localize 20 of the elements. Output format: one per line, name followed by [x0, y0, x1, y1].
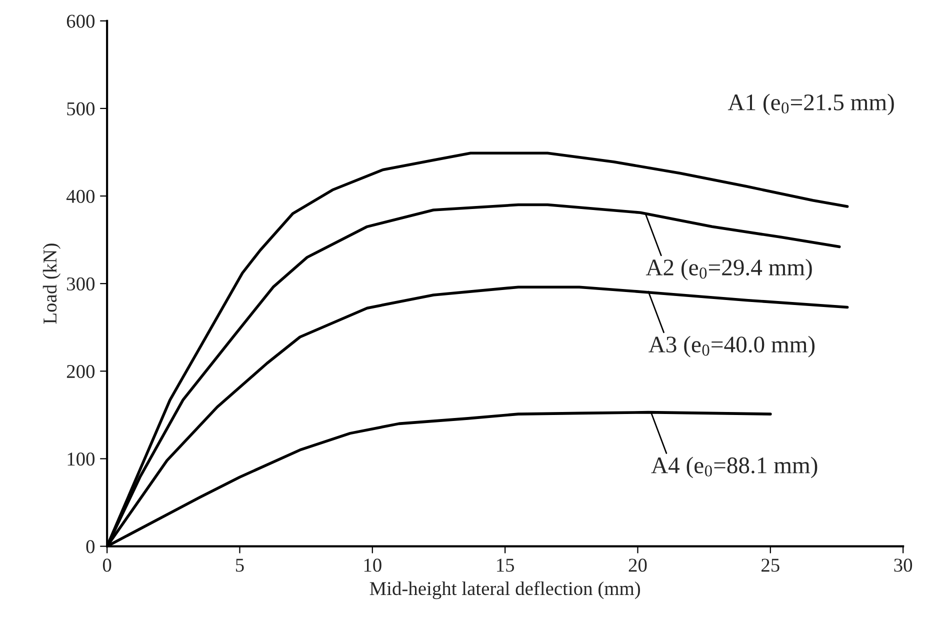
y-tick-label: 100 [68, 452, 95, 466]
x-axis-title: Mid-height lateral deflection (mm) [370, 581, 640, 600]
x-tick-label: 0 [102, 558, 112, 572]
x-tick-label: 15 [497, 558, 514, 572]
x-tick-label: 10 [364, 558, 382, 572]
y-axis-title: Load (kN) [42, 244, 61, 324]
y-tick-label: 400 [66, 190, 95, 203]
y-tick-label: 200 [66, 364, 95, 378]
x-tick-label: 5 [236, 558, 244, 572]
annotation: A3 (e$_{0}$=40.0 mm) [648, 336, 815, 358]
x-tick-label: 30 [894, 558, 912, 572]
y-tick-label: 0 [86, 540, 95, 554]
y-tick-label: 500 [67, 102, 95, 116]
x-tick-label: 25 [762, 558, 780, 572]
x-tick-label: 20 [628, 558, 647, 572]
annotation: A2 (e$_{0}$=29.4 mm) [646, 258, 812, 280]
annotation: A4 (e$_{0}$=88.1 mm) [651, 456, 818, 478]
annotation: A1 (e$_{0}$=21.5 mm) [728, 94, 894, 116]
y-tick-label: 300 [67, 277, 95, 291]
y-tick-label: 600 [66, 14, 95, 28]
